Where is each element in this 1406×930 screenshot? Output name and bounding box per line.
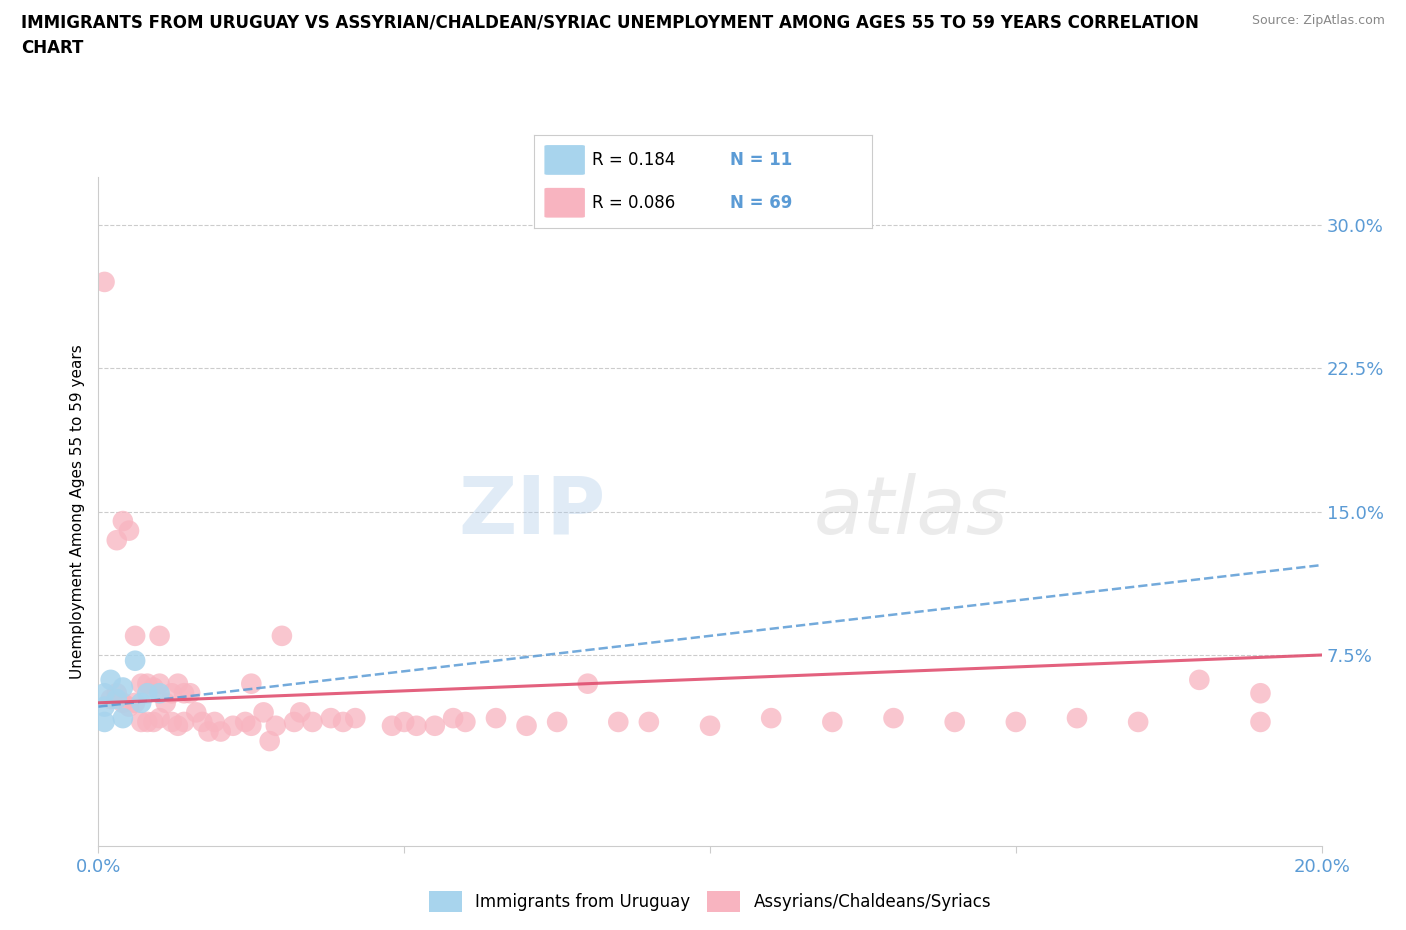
Point: [197, 724, 219, 739]
Y-axis label: Unemployment Among Ages 55 to 59 years: Unemployment Among Ages 55 to 59 years: [69, 344, 84, 679]
Text: CHART: CHART: [21, 39, 83, 57]
Point: [699, 718, 721, 733]
Point: [100, 672, 122, 687]
Point: [136, 714, 159, 729]
Point: [204, 714, 226, 729]
Point: [423, 718, 446, 733]
Point: [943, 714, 966, 729]
Point: [136, 676, 159, 691]
Point: [129, 676, 152, 691]
Point: [118, 524, 141, 538]
Text: ZIP: ZIP: [458, 472, 606, 551]
Point: [883, 711, 905, 725]
Point: [222, 718, 245, 733]
Point: [155, 696, 177, 711]
Point: [381, 718, 404, 733]
Point: [1188, 672, 1211, 687]
Point: [264, 718, 287, 733]
Legend: Immigrants from Uruguay, Assyrians/Chaldeans/Syriacs: Immigrants from Uruguay, Assyrians/Chald…: [422, 884, 998, 918]
Point: [607, 714, 630, 729]
Point: [100, 692, 122, 707]
Text: Source: ZipAtlas.com: Source: ZipAtlas.com: [1251, 14, 1385, 27]
Text: R = 0.086: R = 0.086: [592, 193, 675, 212]
Point: [283, 714, 305, 729]
Point: [1066, 711, 1088, 725]
Point: [301, 714, 323, 729]
Point: [186, 705, 208, 720]
Point: [441, 711, 464, 725]
Text: atlas: atlas: [814, 472, 1008, 551]
Point: [124, 696, 146, 711]
Point: [173, 714, 195, 729]
Point: [240, 676, 263, 691]
Point: [93, 699, 115, 714]
Point: [105, 685, 128, 700]
Point: [1128, 714, 1150, 729]
Point: [142, 680, 165, 695]
Point: [392, 714, 416, 729]
Point: [160, 714, 183, 729]
Point: [516, 718, 538, 733]
Point: [179, 685, 201, 700]
Point: [124, 653, 146, 668]
Point: [111, 711, 134, 725]
Point: [821, 714, 844, 729]
Point: [93, 685, 115, 700]
Point: [136, 685, 159, 700]
Point: [173, 685, 195, 700]
Point: [259, 734, 281, 749]
Point: [233, 714, 256, 729]
Point: [149, 629, 172, 644]
FancyBboxPatch shape: [544, 145, 585, 175]
Point: [191, 714, 214, 729]
Point: [1004, 714, 1026, 729]
Point: [93, 274, 115, 289]
Text: N = 69: N = 69: [730, 193, 793, 212]
Point: [637, 714, 661, 729]
Point: [149, 685, 172, 700]
Point: [546, 714, 568, 729]
Text: R = 0.184: R = 0.184: [592, 151, 675, 169]
Point: [111, 513, 134, 528]
Text: N = 11: N = 11: [730, 151, 792, 169]
Point: [160, 685, 183, 700]
Point: [405, 718, 427, 733]
Point: [332, 714, 354, 729]
Point: [105, 692, 128, 707]
Point: [209, 724, 232, 739]
Point: [129, 714, 152, 729]
Point: [111, 696, 134, 711]
Point: [149, 711, 172, 725]
Point: [454, 714, 477, 729]
Point: [124, 629, 146, 644]
Point: [118, 699, 141, 714]
Point: [142, 714, 165, 729]
Point: [319, 711, 342, 725]
Point: [105, 533, 128, 548]
Point: [1249, 714, 1271, 729]
Point: [759, 711, 782, 725]
FancyBboxPatch shape: [544, 188, 585, 218]
Point: [576, 676, 599, 691]
Text: IMMIGRANTS FROM URUGUAY VS ASSYRIAN/CHALDEAN/SYRIAC UNEMPLOYMENT AMONG AGES 55 T: IMMIGRANTS FROM URUGUAY VS ASSYRIAN/CHAL…: [21, 14, 1199, 32]
Point: [485, 711, 508, 725]
Point: [167, 718, 190, 733]
Point: [93, 714, 115, 729]
Point: [167, 676, 190, 691]
Point: [149, 676, 172, 691]
Point: [290, 705, 312, 720]
Point: [344, 711, 367, 725]
Point: [240, 718, 263, 733]
Point: [129, 696, 152, 711]
Point: [252, 705, 274, 720]
Point: [1249, 685, 1271, 700]
Point: [270, 629, 292, 644]
Point: [111, 680, 134, 695]
